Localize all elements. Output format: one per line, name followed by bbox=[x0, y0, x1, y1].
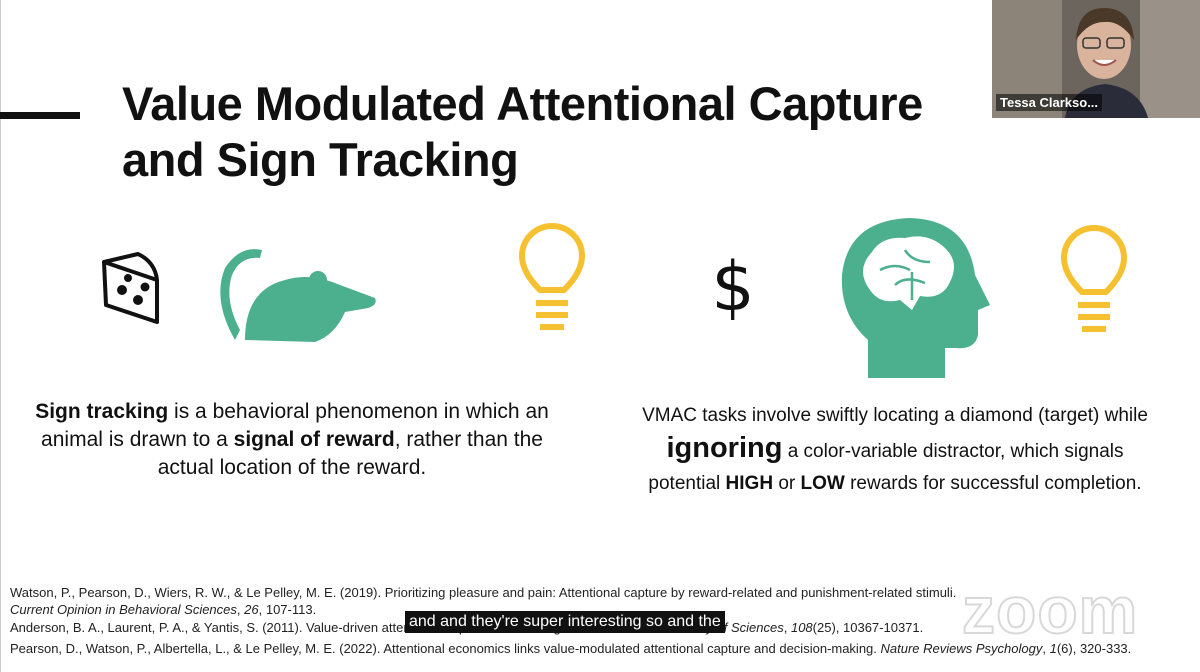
brain-head-icon bbox=[841, 218, 990, 378]
text-segment: Pearson, D., Watson, P., Albertella, L.,… bbox=[10, 641, 881, 656]
text-segment: , bbox=[1042, 641, 1050, 656]
left-description: Sign tracking is a behavioral phenomenon… bbox=[12, 398, 572, 482]
text-segment: Nature Reviews Psychology bbox=[880, 641, 1043, 656]
reference: Watson, P., Pearson, D., Wiers, R. W., &… bbox=[10, 584, 960, 618]
text-segment: 1 bbox=[1049, 641, 1057, 656]
text-segment: (6), 320-333. bbox=[1056, 641, 1132, 656]
lightbulb-icon bbox=[518, 223, 586, 330]
slide-title: Value Modulated Attentional Capture bbox=[122, 77, 923, 130]
text-segment: , bbox=[236, 602, 245, 617]
text-segment: , bbox=[783, 620, 791, 635]
participant-name: Tessa Clarkso... bbox=[996, 94, 1103, 111]
text-segment: LOW bbox=[800, 473, 845, 494]
text-segment: a color-variable distractor, which signa… bbox=[648, 441, 1124, 494]
text-segment: rewards for successful completion. bbox=[844, 473, 1142, 494]
text-segment: VMAC tasks involve swiftly locating a di… bbox=[642, 405, 1148, 426]
text-segment: signal of reward bbox=[233, 428, 395, 451]
zoom-watermark: zoom bbox=[961, 572, 1139, 648]
accent-bar bbox=[0, 112, 80, 119]
slide-title: and Sign Tracking bbox=[122, 133, 519, 186]
cheese-icon bbox=[102, 252, 159, 324]
right-description: VMAC tasks involve swiftly locating a di… bbox=[640, 400, 1150, 500]
rat-icon bbox=[220, 249, 376, 342]
text-segment: , rather than the actual location of the… bbox=[157, 428, 543, 479]
dollar-icon: $ bbox=[711, 248, 754, 327]
slide-edge bbox=[0, 0, 1, 672]
text-segment: , 107-113. bbox=[258, 602, 317, 617]
reference: Pearson, D., Watson, P., Albertella, L.,… bbox=[10, 640, 1150, 657]
text-segment: 108 bbox=[790, 620, 813, 635]
text-segment: Current Opinion in Behavioral Sciences bbox=[10, 602, 237, 617]
text-segment: Watson, P., Pearson, D., Wiers, R. W., &… bbox=[10, 585, 957, 600]
text-segment: 26 bbox=[244, 602, 259, 617]
text-segment: (25), 10367-10371. bbox=[812, 620, 924, 635]
text-segment: Sign tracking bbox=[35, 400, 169, 423]
text-segment: is a behavioral phenomenon in which an a… bbox=[41, 400, 549, 451]
text-segment: ignoring bbox=[666, 432, 783, 464]
text-segment: Anderson, B. A., Laurent, P. A., & Yanti… bbox=[10, 620, 496, 635]
text-segment: or bbox=[773, 473, 801, 494]
lightbulb-icon bbox=[1060, 225, 1128, 332]
text-segment: HIGH bbox=[725, 473, 774, 494]
live-caption: and and they're super interesting so and… bbox=[405, 611, 725, 633]
